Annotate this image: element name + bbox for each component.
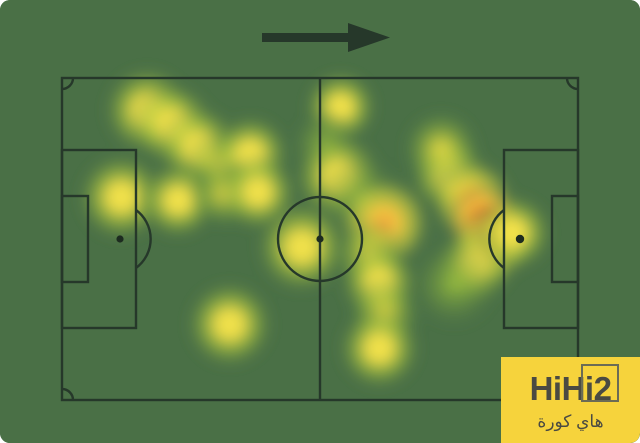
left-penalty-spot	[116, 235, 124, 243]
arrow-right-icon	[262, 23, 390, 52]
right-penalty-arc	[488, 209, 505, 269]
center-circle	[276, 195, 364, 283]
corner-arc-top-right	[565, 77, 579, 91]
heat-blob	[183, 277, 277, 371]
brand-arabic-label: هاي كورة	[537, 412, 604, 431]
pitch-markings	[60, 76, 580, 402]
brand-wordmark-text: HiHi2	[528, 364, 620, 408]
corner-arc-top-left	[61, 77, 75, 91]
left-goal-area	[60, 194, 90, 284]
brand-watermark: HiHi2 هاي كورة	[501, 357, 640, 443]
brand-wordmark-label: HiHi2	[529, 370, 612, 407]
center-spot	[316, 235, 324, 243]
corner-arc-bottom-left	[61, 387, 75, 401]
heat-blob	[335, 304, 424, 393]
heat-blob-layer	[74, 63, 555, 393]
pitch-spots	[116, 234, 525, 244]
right-goal-area	[550, 194, 580, 284]
heat-blob	[407, 237, 501, 331]
heat-blob	[399, 107, 483, 191]
right-penalty-spot	[515, 234, 525, 244]
left-penalty-arc	[135, 209, 152, 269]
